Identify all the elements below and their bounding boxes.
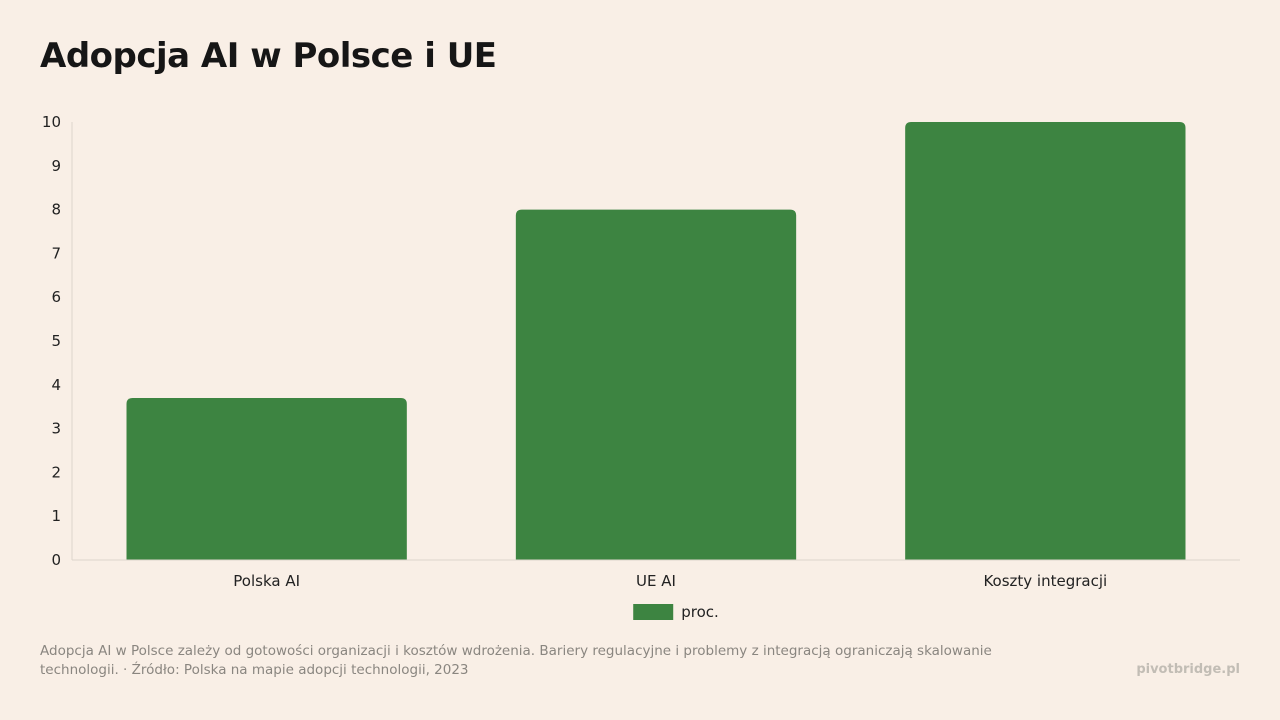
y-tick-label: 4 — [51, 376, 61, 394]
y-axis: 0 1 2 3 4 5 6 7 8 9 10 — [42, 113, 73, 569]
y-tick-label: 7 — [51, 244, 61, 262]
bar-polska-ai — [126, 397, 407, 560]
legend-label: proc. — [681, 603, 719, 621]
y-tick-label: 8 — [51, 201, 61, 219]
brand-watermark: pivotbridge.pl — [1136, 662, 1240, 677]
legend-swatch — [633, 604, 674, 620]
chart-title: Adopcja AI w Polsce i UE — [40, 36, 497, 76]
y-tick-label: 10 — [42, 113, 61, 131]
y-tick-label: 6 — [51, 288, 61, 306]
y-tick-label: 3 — [51, 420, 61, 438]
y-tick-label: 5 — [51, 332, 61, 350]
y-tick-label: 9 — [51, 157, 61, 175]
bar-chart: 0 1 2 3 4 5 6 7 8 9 10 Polska AI UE AI Koszty integr… — [42, 113, 1240, 621]
legend: proc. — [633, 603, 719, 621]
bar-ue-ai — [515, 209, 797, 560]
y-tick-label: 2 — [51, 463, 61, 481]
x-category-label: Polska AI — [233, 572, 300, 590]
bar-koszty-integracji — [905, 122, 1186, 560]
y-tick-label: 0 — [51, 551, 61, 569]
bars — [126, 122, 1186, 560]
x-axis: Polska AI UE AI Koszty integracji — [72, 559, 1240, 590]
x-category-label: Koszty integracji — [983, 572, 1107, 590]
x-category-label: UE AI — [636, 572, 676, 590]
y-tick-label: 1 — [51, 507, 61, 525]
footer-note: Adopcja AI w Polsce zależy od gotowości … — [40, 643, 992, 678]
